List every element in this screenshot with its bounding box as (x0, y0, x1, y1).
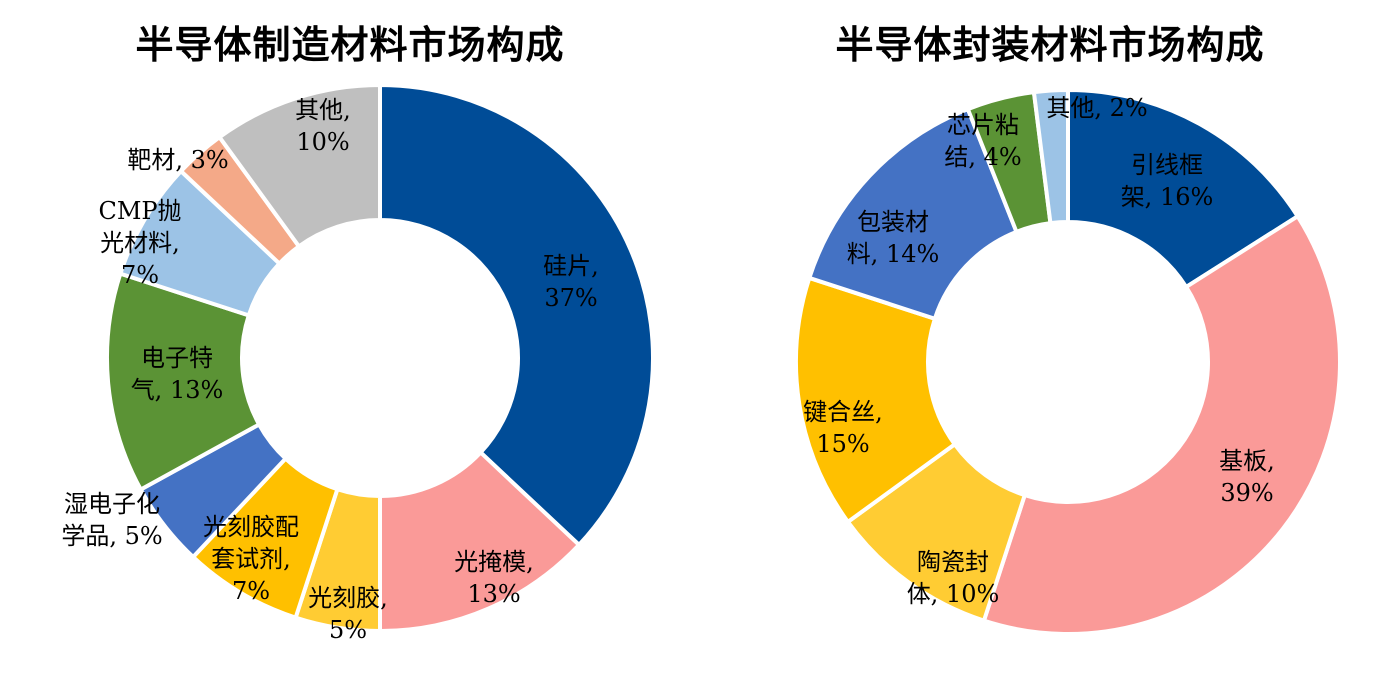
slice-label: 光刻胶配套试剂, 7% (203, 513, 299, 605)
slice-label: 陶瓷封体, 10% (907, 548, 1000, 608)
slice-label: 基板, 39% (1219, 447, 1275, 507)
slice-label: 光掩模, 13% (454, 548, 534, 608)
slice-label: 其他, 2% (1046, 94, 1147, 122)
slice-label: 硅片, 37% (543, 252, 599, 312)
chart-title: 半导体制造材料市场构成 (135, 23, 565, 67)
donut-slice (105, 271, 262, 493)
slice-label: 其他, 10% (295, 96, 351, 156)
donut-slice (378, 449, 582, 634)
donut-slice (378, 82, 655, 548)
slice-label: 引线框架, 16% (1121, 151, 1214, 211)
slice-label: 键合丝, 15% (803, 398, 883, 458)
donut-slice (981, 213, 1342, 636)
slice-label: 靶材, 3% (127, 146, 228, 174)
donut-slice (1066, 87, 1301, 290)
donut-slice (794, 275, 958, 525)
donut-slice (1031, 87, 1070, 226)
slice-label: 光刻胶, 5% (308, 584, 388, 644)
donut-slice (216, 82, 382, 250)
chart-packaging: 半导体封装材料市场构成 引线框架, 16% 基板, 39% 陶瓷封体, 10% 键合丝,… (700, 0, 1399, 683)
chart-manufacturing: 半导体制造材料市场构成 硅片, 37% 光掩模, 13% 光刻胶, 5% 光刻胶配套试剂, 7… (61, 23, 655, 644)
chart-title: 半导体封装材料市场构成 (835, 23, 1265, 67)
donut-chart-packaging: 引线框架, 16% 基板, 39% 陶瓷封体, 10% 键合丝, 15% 包装材料, 14%… (794, 87, 1342, 636)
slice-label: 电子特气, 13% (131, 344, 224, 404)
donut-slice (806, 106, 1020, 322)
slice-label: 湿电子化学品, 5% (61, 490, 162, 550)
slice-label: CMP抛光材料, 7% (98, 197, 181, 289)
slice-label: 包装材料, 14% (847, 208, 940, 268)
donut-chart-manufacturing: 硅片, 37% 光掩模, 13% 光刻胶, 5%光刻胶配套试剂, 7% 湿电子化学品, 5% 电… (61, 82, 655, 644)
slice-label: 芯片粘结, 4% (944, 111, 1021, 171)
